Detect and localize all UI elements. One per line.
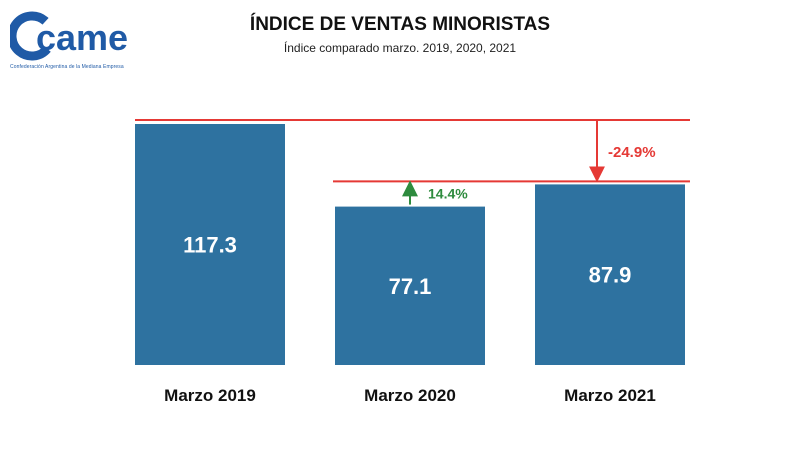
came-logo: came Confederación Argentina de la Media… [10,10,150,80]
category-label: Marzo 2019 [164,386,256,405]
came-logo-mark: came [10,11,128,61]
bars-layer: 117.3 Marzo 2019 77.1 Marzo 2020 87.9 Marzo 2… [135,124,685,405]
bar-3 [535,184,685,365]
decrease-label: -24.9% [608,144,656,161]
chart-subtitle: Índice comparado marzo. 2019, 2020, 2021 [283,41,517,55]
increase-label: 14.4% [428,186,468,202]
bar-value-label: 117.3 [183,233,237,258]
bar-value-label: 77.1 [389,274,432,299]
bar-value-label: 87.9 [589,263,632,288]
bar-2 [335,206,485,365]
bar-1 [135,124,285,365]
annotations-layer: 14.4% -24.9% [135,119,690,205]
chart-title: ÍNDICE DE VENTAS MINORISTAS [249,14,551,35]
logo-tagline: Confederación Argentina de la Mediana Em… [10,64,124,70]
category-label: Marzo 2020 [364,386,456,405]
category-label: Marzo 2021 [564,386,656,405]
logo-wordmark: came [36,17,128,58]
